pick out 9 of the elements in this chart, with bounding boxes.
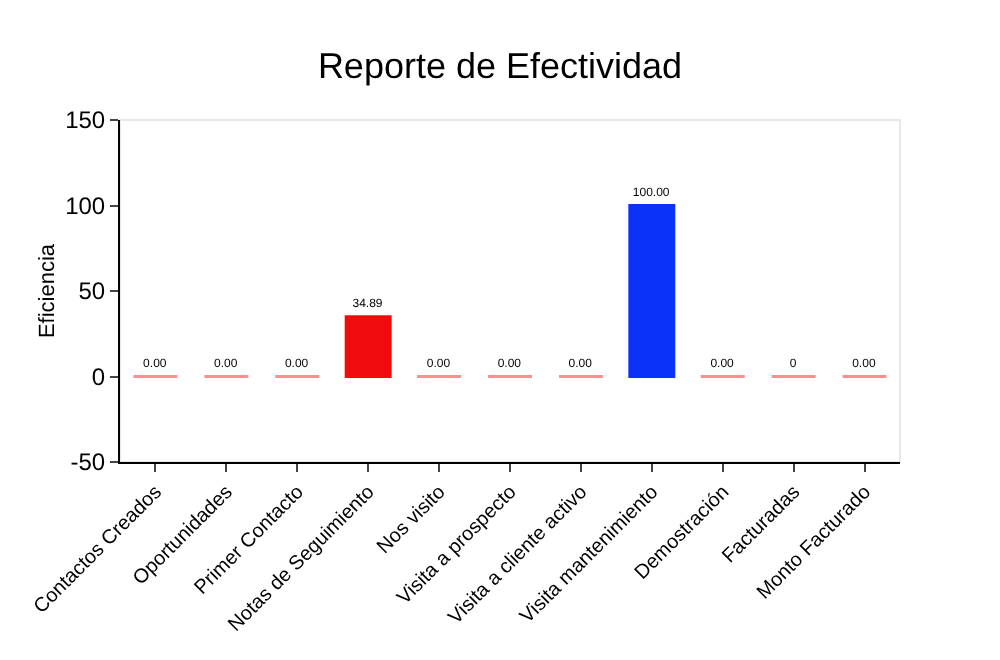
y-tick-label: 100	[65, 191, 106, 220]
y-tick-label: 150	[65, 106, 106, 135]
chart-title: Reporte de Efectividad	[317, 46, 683, 86]
y-tick-label: -50	[70, 448, 106, 477]
y-tick-label: 0	[91, 362, 106, 391]
y-axis-title: Eficiencia	[36, 242, 61, 339]
y-tick-label: 50	[78, 277, 106, 306]
bar	[344, 315, 392, 378]
bar	[628, 204, 676, 378]
